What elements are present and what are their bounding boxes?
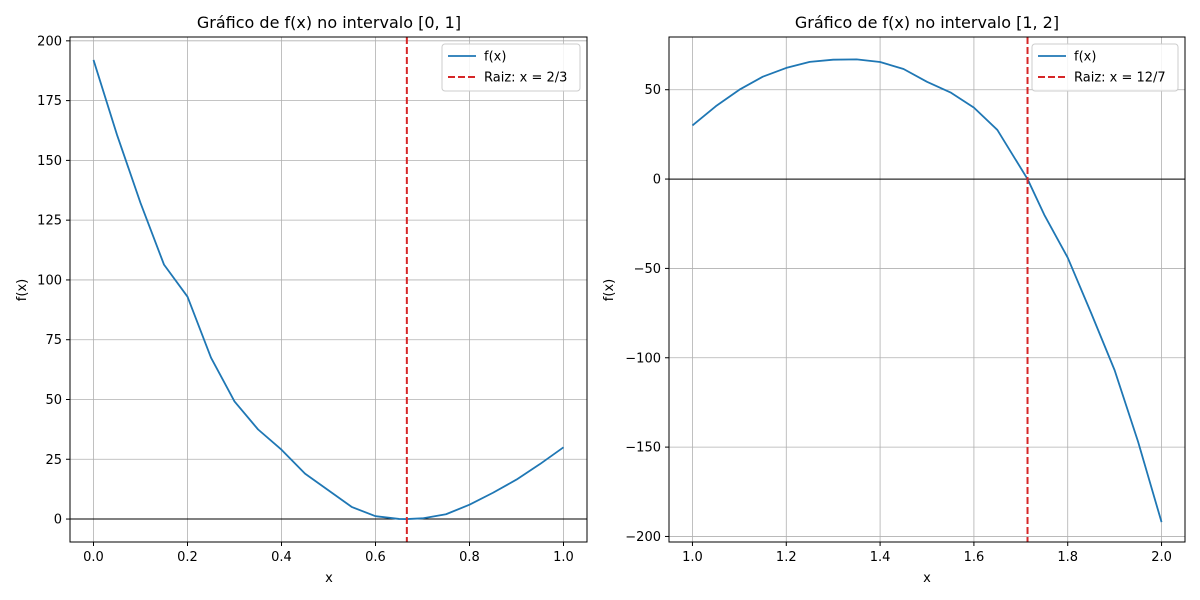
chart-right-xtick-label-4: 1.8 bbox=[1057, 550, 1078, 565]
chart-right-xtick-label-0: 1.0 bbox=[682, 550, 703, 565]
chart-right-ytick-label-2: −100 bbox=[625, 351, 661, 366]
chart-left-ytick-label-0: 0 bbox=[54, 513, 62, 528]
chart-right-xtick-label-2: 1.4 bbox=[870, 550, 891, 565]
chart-left-xtick-label-1: 0.2 bbox=[177, 550, 198, 565]
chart-right-legend-fx-label: f(x) bbox=[1074, 50, 1096, 65]
chart-left-xtick-label-3: 0.6 bbox=[365, 550, 386, 565]
chart-left-ytick-label-3: 75 bbox=[45, 333, 62, 348]
chart-right-ylabel: f(x) bbox=[602, 279, 617, 301]
chart-right-xtick-label-3: 1.6 bbox=[964, 550, 985, 565]
chart-left-legend-root-label: Raiz: x = 2/3 bbox=[484, 71, 567, 86]
chart-right: Gráfico de f(x) no intervalo [1, 2] x f(… bbox=[602, 13, 1186, 586]
chart-left-ytick-label-7: 175 bbox=[37, 94, 62, 109]
chart-right-ytick-label-3: −50 bbox=[634, 262, 661, 277]
chart-left-legend-fx-label: f(x) bbox=[484, 50, 506, 65]
chart-left-ylabel: f(x) bbox=[15, 279, 30, 301]
chart-right-ytick-label-0: −200 bbox=[625, 530, 661, 545]
chart-left-legend: f(x) Raiz: x = 2/3 bbox=[441, 43, 581, 92]
chart-left-ytick-label-5: 125 bbox=[37, 214, 62, 229]
chart-left-axes-frame bbox=[69, 36, 588, 543]
chart-left-ytick-label-8: 200 bbox=[37, 34, 62, 49]
chart-right-series-fx bbox=[691, 58, 1163, 523]
chart-left-title: Gráfico de f(x) no intervalo [0, 1] bbox=[197, 13, 461, 32]
chart-left-xlabel: x bbox=[325, 571, 333, 586]
chart-left-ytick-label-4: 100 bbox=[37, 273, 62, 288]
chart-left-xtick-label-4: 0.8 bbox=[459, 550, 480, 565]
chart-left-legend-box bbox=[441, 43, 581, 92]
chart-left-xtick-label-5: 1.0 bbox=[553, 550, 574, 565]
chart-right-ytick-label-4: 0 bbox=[653, 173, 661, 188]
chart-right-ytick-label-5: 50 bbox=[644, 83, 661, 98]
chart-left-ytick-label-6: 150 bbox=[37, 154, 62, 169]
chart-right-legend: f(x) Raiz: x = 12/7 bbox=[1031, 43, 1179, 92]
chart-right-axes-frame bbox=[668, 36, 1186, 543]
chart-right-xlabel: x bbox=[923, 571, 931, 586]
chart-right-legend-box bbox=[1031, 43, 1179, 92]
chart-left-ytick-label-1: 25 bbox=[45, 453, 62, 468]
chart-right-xtick-label-1: 1.2 bbox=[776, 550, 797, 565]
chart-right-title: Gráfico de f(x) no intervalo [1, 2] bbox=[795, 13, 1059, 32]
chart-left: Gráfico de f(x) no intervalo [0, 1] x f(… bbox=[15, 13, 588, 586]
chart-left-ytick-label-2: 50 bbox=[45, 393, 62, 408]
chart-right-legend-root-label: Raiz: x = 12/7 bbox=[1074, 71, 1166, 86]
chart-left-xtick-label-2: 0.4 bbox=[271, 550, 292, 565]
chart-right-ytick-label-1: −150 bbox=[625, 441, 661, 456]
chart-right-xtick-label-5: 2.0 bbox=[1151, 550, 1172, 565]
chart-left-xtick-label-0: 0.0 bbox=[83, 550, 104, 565]
chart-left-series-fx bbox=[92, 59, 565, 520]
